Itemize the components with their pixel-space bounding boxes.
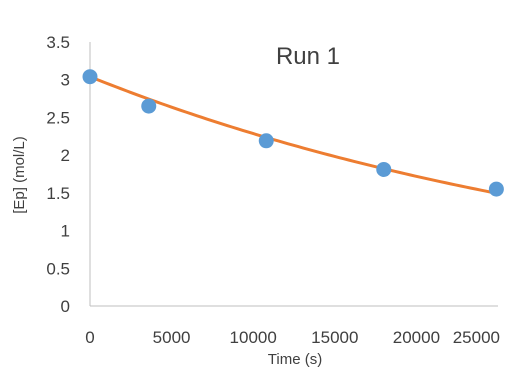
chart-title: Run 1 [276,43,340,70]
y-tick-label: 2.5 [46,108,70,127]
x-tick-label: 5000 [153,328,191,347]
y-tick-label: 3 [61,71,70,90]
y-tick-label: 0.5 [46,259,70,278]
data-point [488,181,504,197]
y-axis-title: [Ep] (mol/L) [11,136,28,214]
tick-labels: 0 0.5 1 1.5 2 2.5 3 3.5 0 5000 10000 15000 20000 2500… [46,33,500,347]
x-tick-label: 20000 [393,328,440,347]
x-tick-label: 25000 [453,328,500,347]
y-tick-label: 2 [61,146,70,165]
y-tick-label: 3.5 [46,33,70,52]
data-point [82,69,98,85]
x-axis-title: Time (s) [268,351,322,368]
x-tick-label: 10000 [230,328,277,347]
y-tick-label: 0 [61,297,70,316]
x-tick-label: 15000 [311,328,358,347]
data-point [258,133,274,149]
y-tick-label: 1 [61,222,70,241]
series [82,69,504,197]
axes [89,42,498,307]
trendline [88,75,498,195]
y-tick-label: 1.5 [46,184,70,203]
data-point [376,161,392,177]
data-point [141,98,157,114]
x-tick-label: 0 [85,328,94,347]
